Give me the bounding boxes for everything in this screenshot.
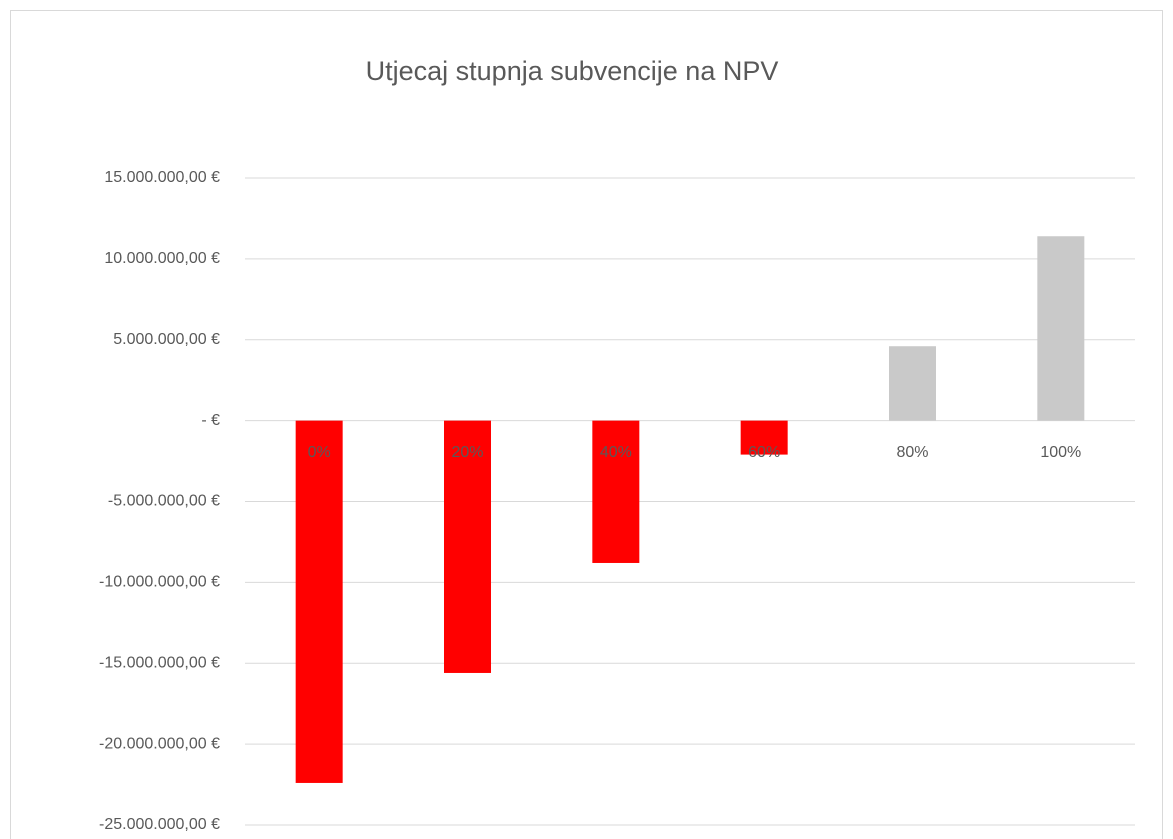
y-tick-label: 10.000.000,00 €	[104, 250, 220, 267]
x-tick-label: 0%	[308, 444, 331, 461]
x-tick-label: 60%	[748, 444, 780, 461]
chart-border	[10, 10, 1163, 839]
y-tick-label: -15.000.000,00 €	[99, 654, 220, 671]
x-tick-label: 40%	[600, 444, 632, 461]
bar	[889, 346, 936, 421]
bar	[592, 420, 640, 563]
y-tick-label: -5.000.000,00 €	[108, 493, 220, 510]
x-tick-label: 100%	[1040, 444, 1081, 461]
bar	[444, 420, 491, 673]
chart-title: Utjecaj stupnja subvencije na NPV	[366, 56, 779, 86]
y-tick-label: -10.000.000,00 €	[99, 574, 220, 591]
y-tick-label: - €	[201, 412, 220, 429]
bar	[295, 420, 343, 783]
x-tick-label: 20%	[451, 444, 483, 461]
y-tick-label: -25.000.000,00 €	[99, 816, 220, 833]
y-tick-label: 5.000.000,00 €	[113, 331, 220, 348]
x-tick-label: 80%	[896, 444, 928, 461]
bar	[1037, 236, 1085, 421]
y-tick-label: -20.000.000,00 €	[99, 735, 220, 752]
y-tick-label: 15.000.000,00 €	[104, 169, 220, 186]
bar	[740, 420, 788, 455]
